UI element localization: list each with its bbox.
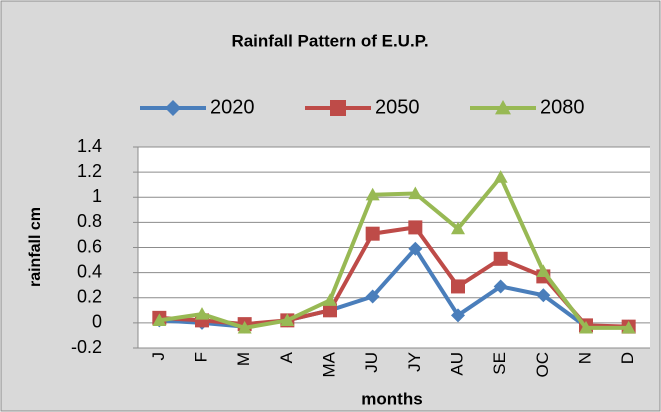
x-axis-label: months (361, 389, 422, 408)
y-tick-label: 0.2 (77, 287, 102, 307)
data-point (152, 313, 167, 326)
data-point (408, 241, 423, 256)
y-tick-label: 0.8 (77, 211, 102, 231)
x-tick-label: N (575, 352, 594, 364)
legend-marker (330, 100, 346, 116)
data-point (451, 279, 465, 294)
y-tick-label: 0.6 (77, 236, 102, 256)
x-tick-label: F (191, 352, 210, 362)
data-point (365, 226, 380, 241)
y-axis-label: rainfall cm (27, 207, 44, 287)
data-point (493, 170, 508, 183)
x-tick-label: OC (533, 352, 552, 378)
x-tick-label: M (234, 352, 253, 366)
data-point (536, 288, 551, 303)
data-point (365, 289, 380, 304)
data-point (365, 187, 380, 201)
legend-label: 2080 (540, 96, 585, 118)
data-point (323, 293, 337, 306)
y-tick-label: 1 (92, 186, 102, 206)
x-tick-label: AU (447, 352, 466, 376)
chart-title: Rainfall Pattern of E.U.P. (231, 31, 428, 50)
data-point (280, 313, 295, 326)
data-point (536, 264, 551, 277)
series-line (159, 175, 629, 330)
x-tick-label: MA (319, 351, 338, 377)
data-point (451, 308, 465, 323)
data-point (323, 303, 337, 318)
x-tick-label: D (618, 352, 637, 364)
data-point (493, 251, 508, 266)
legend-label: 2020 (210, 96, 255, 118)
legend-marker (495, 100, 511, 115)
data-point (451, 221, 465, 235)
data-point (493, 279, 508, 294)
legend-label: 2050 (375, 96, 420, 118)
x-tick-label: A (277, 351, 296, 363)
data-point (579, 320, 593, 334)
data-point (408, 220, 423, 235)
y-tick-label: 0 (92, 312, 102, 332)
data-point (195, 307, 209, 320)
y-tick-label: -0.2 (71, 337, 102, 357)
x-tick-label: JY (405, 352, 424, 372)
data-point (621, 320, 636, 334)
x-tick-label: J (149, 352, 168, 361)
y-tick-label: 1.4 (77, 136, 102, 156)
x-tick-label: JU (362, 352, 381, 373)
y-tick-label: 1.2 (77, 161, 102, 181)
legend-marker (165, 100, 181, 116)
y-tick-label: 0.4 (77, 261, 102, 281)
data-point (237, 320, 252, 334)
data-point (408, 186, 423, 200)
x-tick-label: SE (490, 352, 509, 375)
